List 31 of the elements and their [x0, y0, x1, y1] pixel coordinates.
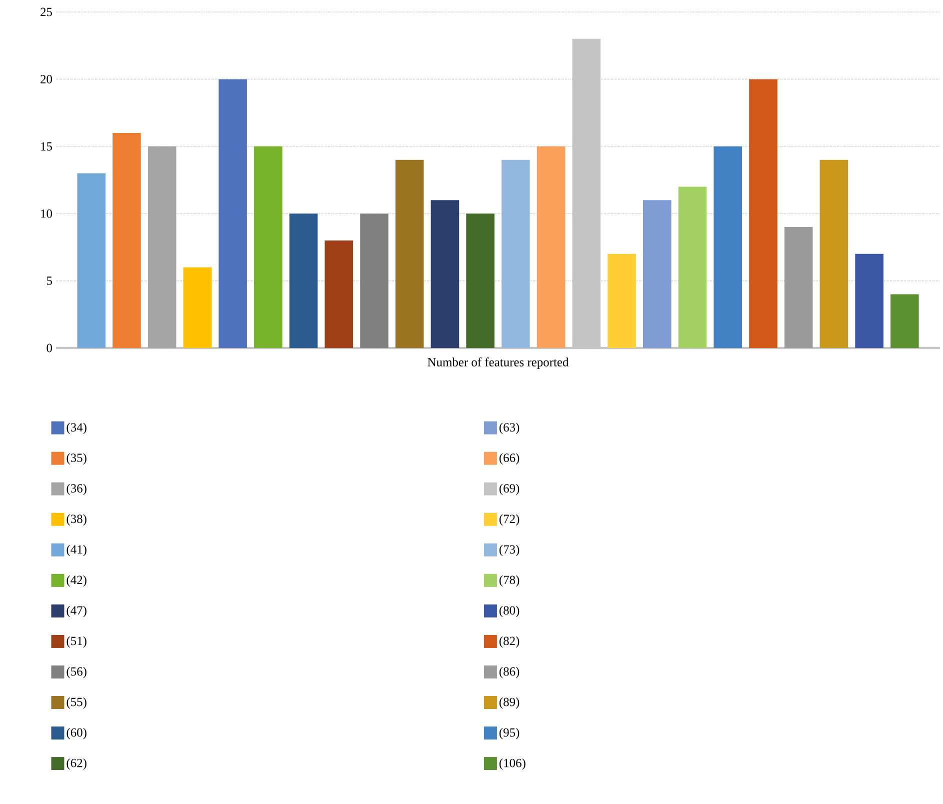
legend-label: (73)	[500, 544, 520, 556]
legend-label: (47)	[66, 606, 86, 618]
y-tick-label: 25	[40, 8, 52, 16]
legend-label: (55)	[66, 697, 86, 709]
legend-label: (62)	[66, 758, 86, 770]
legend-label: (66)	[500, 453, 520, 465]
legend-label: (86)	[500, 666, 520, 678]
legend-label: (60)	[66, 728, 86, 740]
y-tick-label: 15	[41, 142, 52, 151]
legend-label: (78)	[500, 575, 520, 587]
legend-label: (82)	[500, 636, 520, 648]
legend-label: (36)	[66, 484, 86, 496]
legend-label: (72)	[500, 514, 520, 526]
y-tick-label: 5	[46, 276, 52, 285]
legend-label: (35)	[66, 453, 86, 465]
legend-label: (42)	[66, 575, 86, 587]
legend-label: (63)	[500, 422, 520, 434]
legend-label: (51)	[66, 636, 86, 648]
y-tick-label: 10	[41, 209, 52, 218]
legend-label: (38)	[66, 514, 86, 526]
legend-label: (106)	[500, 758, 526, 770]
x-axis-title: Number of features reported	[428, 358, 569, 369]
legend-label: (80)	[500, 606, 520, 618]
y-tick-label: 20	[40, 74, 52, 84]
legend-label: (56)	[66, 666, 86, 678]
legend-label: (95)	[500, 728, 520, 740]
legend-label: (41)	[66, 544, 86, 556]
y-tick-label: 0	[46, 344, 52, 352]
legend-label: (34)	[66, 422, 86, 434]
legend-label: (69)	[500, 484, 520, 496]
legend-label: (89)	[500, 697, 520, 709]
